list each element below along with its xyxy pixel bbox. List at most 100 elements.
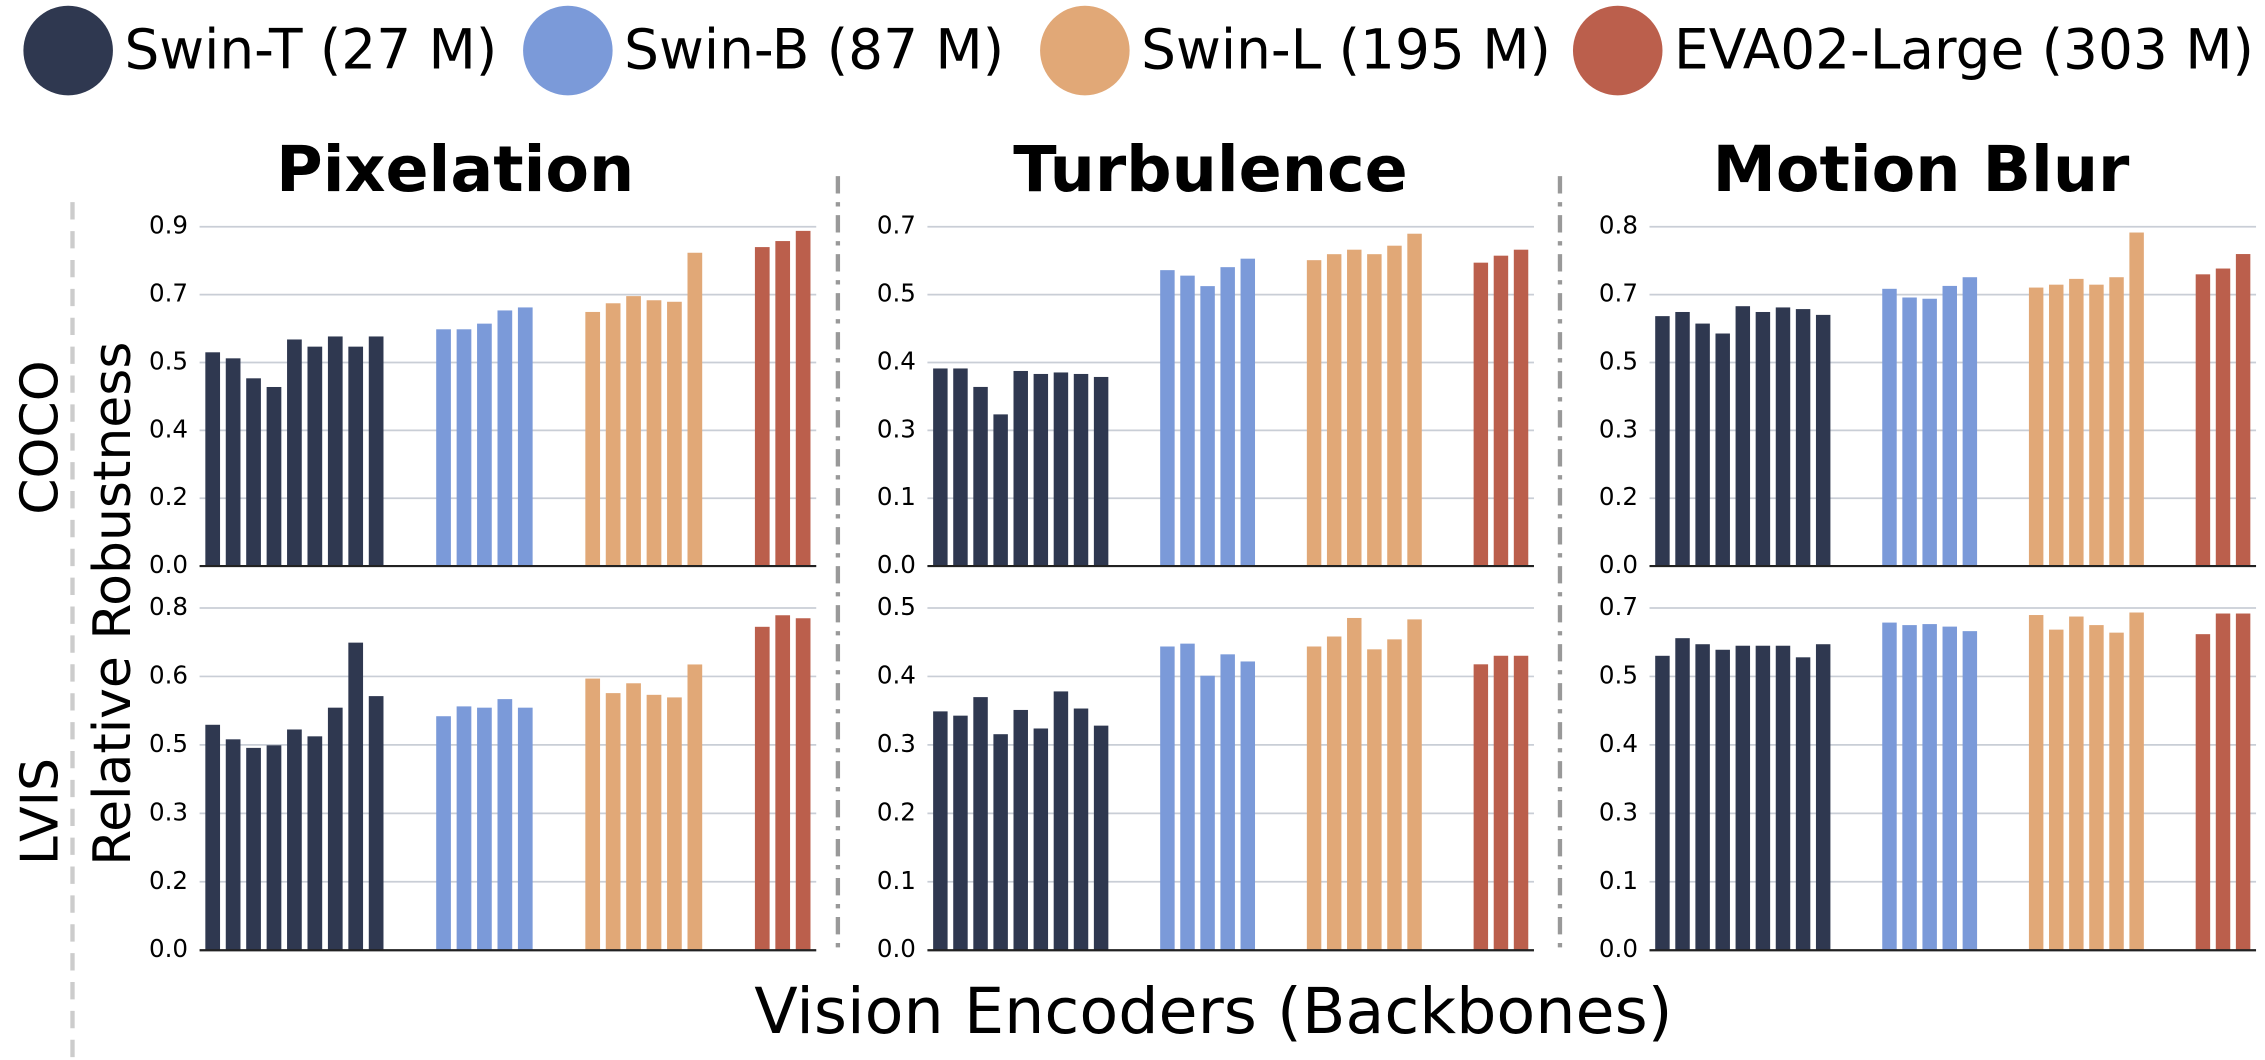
bar bbox=[605, 303, 621, 567]
bar bbox=[1695, 323, 1710, 567]
bar bbox=[1473, 262, 1489, 567]
bar bbox=[2089, 625, 2104, 951]
bar bbox=[1220, 267, 1235, 567]
y-tick-label: 0.3 bbox=[877, 729, 916, 758]
bar bbox=[795, 618, 811, 951]
bar bbox=[1902, 625, 1917, 951]
legend-label: Swin-T (27 M) bbox=[124, 18, 497, 82]
y-tick-label: 0.7 bbox=[877, 211, 916, 240]
bar bbox=[1073, 708, 1089, 951]
y-tick-label: 0.7 bbox=[149, 279, 188, 308]
y-tick-label: 0.4 bbox=[1599, 729, 1638, 758]
bar bbox=[1815, 314, 1831, 567]
bar bbox=[585, 311, 601, 567]
legend-label: Swin-B (87 M) bbox=[624, 18, 1004, 82]
bar bbox=[2028, 615, 2044, 951]
bar bbox=[2129, 232, 2144, 567]
bar bbox=[1093, 725, 1109, 951]
bar bbox=[2049, 284, 2064, 567]
bar bbox=[1180, 643, 1195, 951]
bar bbox=[2109, 632, 2124, 951]
bar bbox=[1200, 675, 1215, 951]
chart-title: Motion Blur bbox=[1713, 132, 2130, 206]
bar bbox=[775, 241, 791, 567]
bar bbox=[1775, 645, 1791, 951]
bar bbox=[1655, 655, 1670, 951]
bar bbox=[517, 707, 533, 951]
legend-label: EVA02-Large (303 M) bbox=[1674, 18, 2254, 82]
y-tick-label: 0.3 bbox=[1599, 414, 1638, 443]
y-tick-label: 0.0 bbox=[877, 550, 916, 579]
bar bbox=[1795, 657, 1811, 951]
bar bbox=[1347, 249, 1362, 567]
legend-marker bbox=[1572, 5, 1663, 96]
y-tick-label: 0.8 bbox=[149, 592, 188, 621]
y-tick-label: 0.2 bbox=[149, 866, 188, 895]
y-tick-label: 0.3 bbox=[877, 414, 916, 443]
y-tick-label: 0.0 bbox=[149, 934, 188, 963]
bar bbox=[1655, 316, 1670, 567]
bar bbox=[246, 378, 261, 567]
bar bbox=[225, 739, 241, 951]
bar bbox=[2028, 287, 2044, 567]
bar bbox=[1073, 373, 1089, 567]
bar bbox=[477, 323, 492, 567]
bar bbox=[1795, 309, 1811, 567]
bar bbox=[205, 352, 221, 567]
y-tick-label: 0.3 bbox=[1599, 797, 1638, 826]
bar bbox=[477, 707, 492, 951]
legend-marker bbox=[1040, 5, 1130, 96]
bar bbox=[1306, 260, 1322, 567]
bar bbox=[1922, 298, 1937, 567]
bar bbox=[2089, 284, 2104, 567]
bar bbox=[1513, 249, 1529, 567]
bar bbox=[287, 339, 302, 567]
bar bbox=[225, 358, 241, 567]
bar bbox=[795, 230, 811, 567]
bar bbox=[626, 296, 641, 567]
chart-title: Turbulence bbox=[1013, 132, 1407, 206]
bar bbox=[626, 683, 641, 951]
bar bbox=[1407, 233, 1422, 567]
bar bbox=[497, 310, 513, 567]
bar bbox=[1715, 333, 1730, 567]
bar bbox=[436, 329, 451, 567]
bar bbox=[2215, 268, 2231, 567]
bar bbox=[1306, 646, 1322, 951]
bar bbox=[2215, 613, 2231, 951]
y-axis-label: Relative Robustness bbox=[83, 342, 143, 866]
bar bbox=[1513, 655, 1529, 951]
bar bbox=[456, 329, 472, 567]
y-tick-label: 0.5 bbox=[149, 729, 188, 758]
bar bbox=[973, 386, 988, 567]
bar bbox=[667, 301, 682, 567]
bar bbox=[1942, 626, 1957, 951]
bar bbox=[205, 724, 221, 951]
bar bbox=[775, 615, 791, 951]
y-tick-label: 0.5 bbox=[877, 592, 916, 621]
bar bbox=[1347, 617, 1362, 951]
bar bbox=[953, 715, 968, 951]
bar bbox=[246, 747, 261, 951]
bar bbox=[1675, 638, 1690, 951]
bar bbox=[1326, 254, 1342, 567]
legend-marker bbox=[523, 5, 613, 96]
bar bbox=[687, 664, 703, 951]
bar bbox=[1180, 275, 1195, 567]
bar bbox=[646, 694, 662, 951]
y-tick-label: 0.0 bbox=[877, 934, 916, 963]
bar bbox=[754, 247, 770, 567]
y-tick-label: 0.4 bbox=[149, 414, 188, 443]
bar bbox=[2049, 629, 2064, 951]
bar bbox=[1473, 664, 1489, 951]
bar bbox=[1053, 372, 1069, 567]
y-tick-label: 0.5 bbox=[877, 279, 916, 308]
bar bbox=[933, 711, 948, 951]
bar bbox=[646, 300, 662, 567]
bar bbox=[2069, 616, 2084, 951]
bar bbox=[1387, 245, 1402, 567]
y-tick-label: 0.7 bbox=[1599, 279, 1638, 308]
y-tick-label: 0.4 bbox=[877, 346, 916, 375]
y-tick-label: 0.1 bbox=[877, 866, 916, 895]
bar bbox=[1093, 376, 1109, 567]
